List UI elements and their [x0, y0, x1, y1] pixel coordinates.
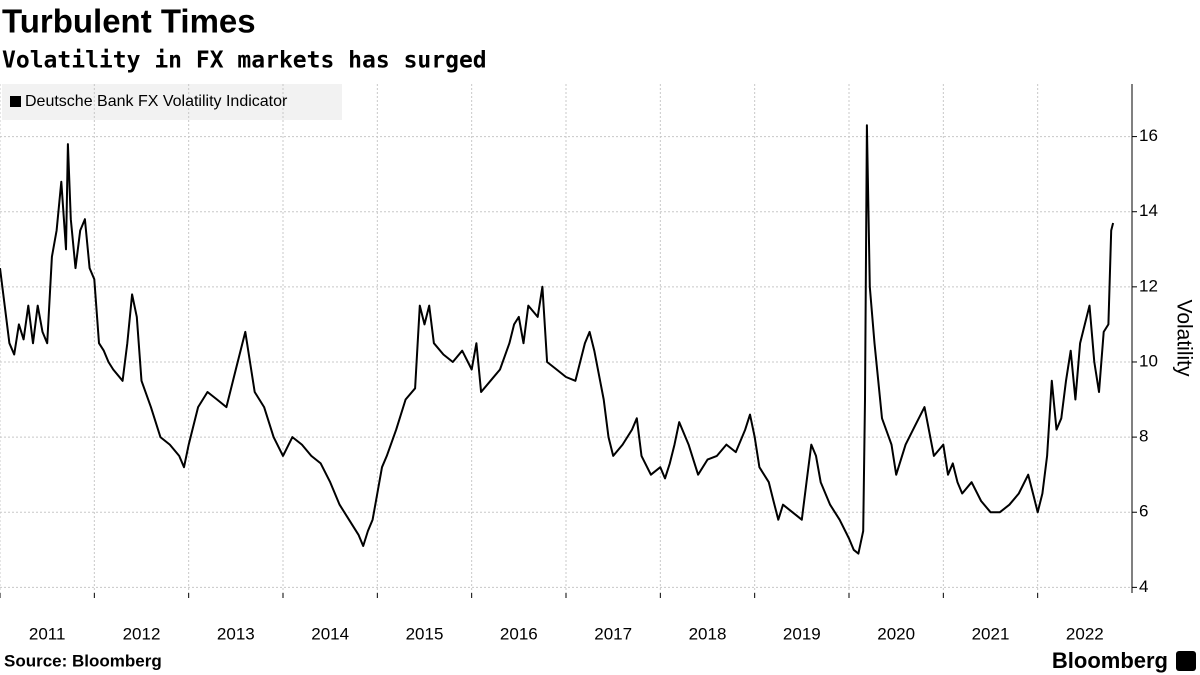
- x-tick-label: 2012: [123, 624, 161, 643]
- legend-box: [2, 84, 342, 120]
- x-tick-label: 2017: [594, 624, 632, 643]
- x-tick-label: 2014: [311, 624, 349, 643]
- chart-subtitle: Volatility in FX markets has surged: [2, 48, 487, 74]
- chart-title: Turbulent Times: [2, 3, 256, 40]
- source: Source: Bloomberg: [4, 651, 162, 670]
- y-tick-label: 8: [1139, 427, 1148, 446]
- x-tick-label: 2022: [1066, 624, 1104, 643]
- y-axis-label: Volatility: [1172, 299, 1195, 377]
- x-tick-label: 2011: [29, 624, 66, 643]
- x-tick-label: 2015: [406, 624, 444, 643]
- x-tick-label: 2019: [783, 624, 821, 643]
- brand: Bloomberg: [1052, 648, 1168, 673]
- legend-label: Deutsche Bank FX Volatility Indicator: [25, 93, 288, 110]
- y-tick-label: 16: [1139, 126, 1158, 145]
- y-tick-label: 14: [1139, 201, 1158, 220]
- brand-icon: [1176, 651, 1196, 671]
- x-tick-label: 2018: [689, 624, 727, 643]
- x-tick-label: 2020: [877, 624, 915, 643]
- y-tick-label: 6: [1139, 502, 1148, 521]
- x-tick-label: 2013: [217, 624, 255, 643]
- y-tick-label: 12: [1139, 276, 1158, 295]
- y-tick-label: 4: [1139, 577, 1148, 596]
- legend-swatch: [10, 96, 21, 107]
- x-tick-label: 2016: [500, 624, 538, 643]
- data-line: [0, 124, 1115, 555]
- y-tick-label: 10: [1139, 351, 1158, 370]
- x-tick-label: 2021: [972, 624, 1010, 643]
